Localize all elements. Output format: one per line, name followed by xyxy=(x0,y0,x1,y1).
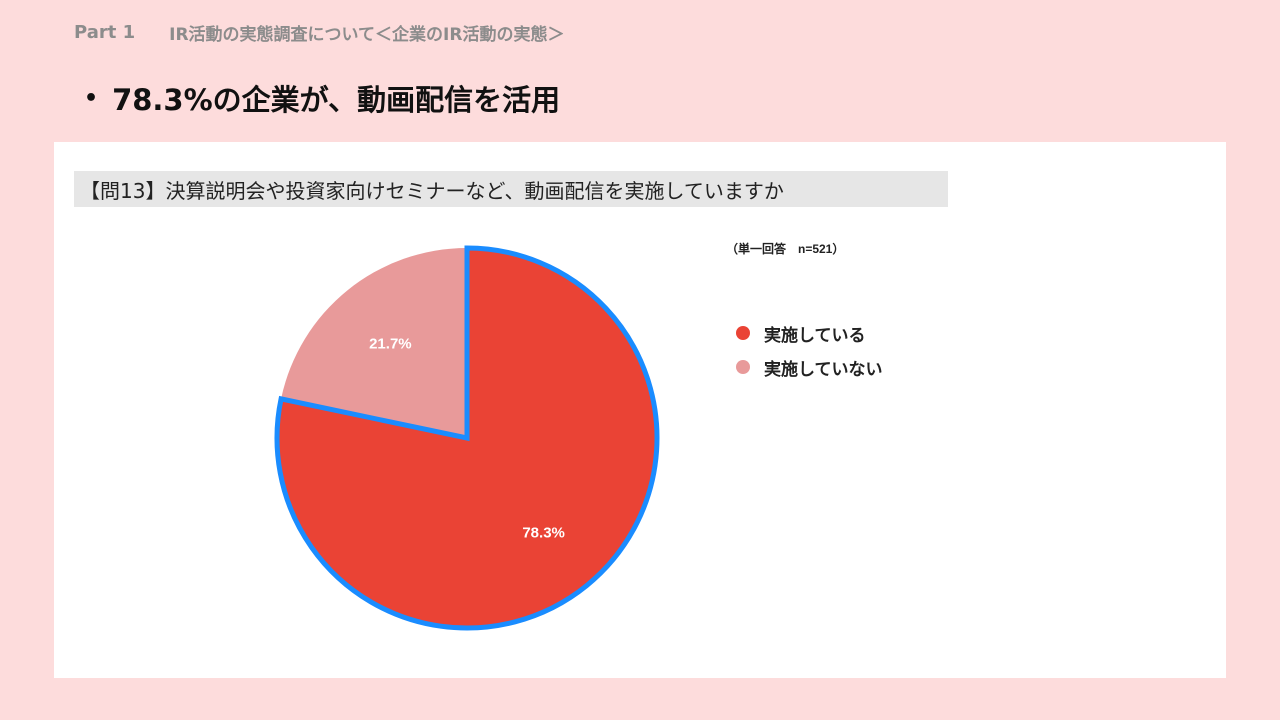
question-box: 【問13】決算説明会や投資家向けセミナーなど、動画配信を実施していますか xyxy=(74,171,948,207)
slide-header: Part 1 IR活動の実態調査について＜企業のIR活動の実態＞ xyxy=(74,18,564,46)
question-text: 【問13】決算説明会や投資家向けセミナーなど、動画配信を実施していますか xyxy=(80,178,784,203)
pie-slice-yes xyxy=(274,245,660,631)
pie-slice-no xyxy=(281,248,467,438)
section-title: IR活動の実態調査について＜企業のIR活動の実態＞ xyxy=(169,24,565,45)
data-label-yes: 78.3% xyxy=(522,524,565,541)
pie-chart: 78.3% 21.7% xyxy=(274,245,660,631)
legend-label: 実施している xyxy=(764,325,866,345)
part-label: Part 1 xyxy=(74,21,136,43)
legend-item-no: 実施していない xyxy=(736,350,883,384)
legend-label: 実施していない xyxy=(764,359,883,379)
data-label-no: 21.7% xyxy=(369,336,412,353)
legend-item-yes: 実施している xyxy=(736,316,883,350)
sample-note: （単一回答 n=521） xyxy=(726,242,845,256)
legend-swatch-icon xyxy=(736,326,750,340)
headline-text: 78.3%の企業が、動画配信を活用 xyxy=(112,83,561,117)
legend-swatch-icon xyxy=(736,360,750,374)
legend: 実施している 実施していない xyxy=(736,316,883,384)
bullet-icon: • xyxy=(84,85,99,111)
headline: • 78.3%の企業が、動画配信を活用 xyxy=(84,76,560,120)
chart-card: 【問13】決算説明会や投資家向けセミナーなど、動画配信を実施していますか 78.… xyxy=(54,142,1226,678)
